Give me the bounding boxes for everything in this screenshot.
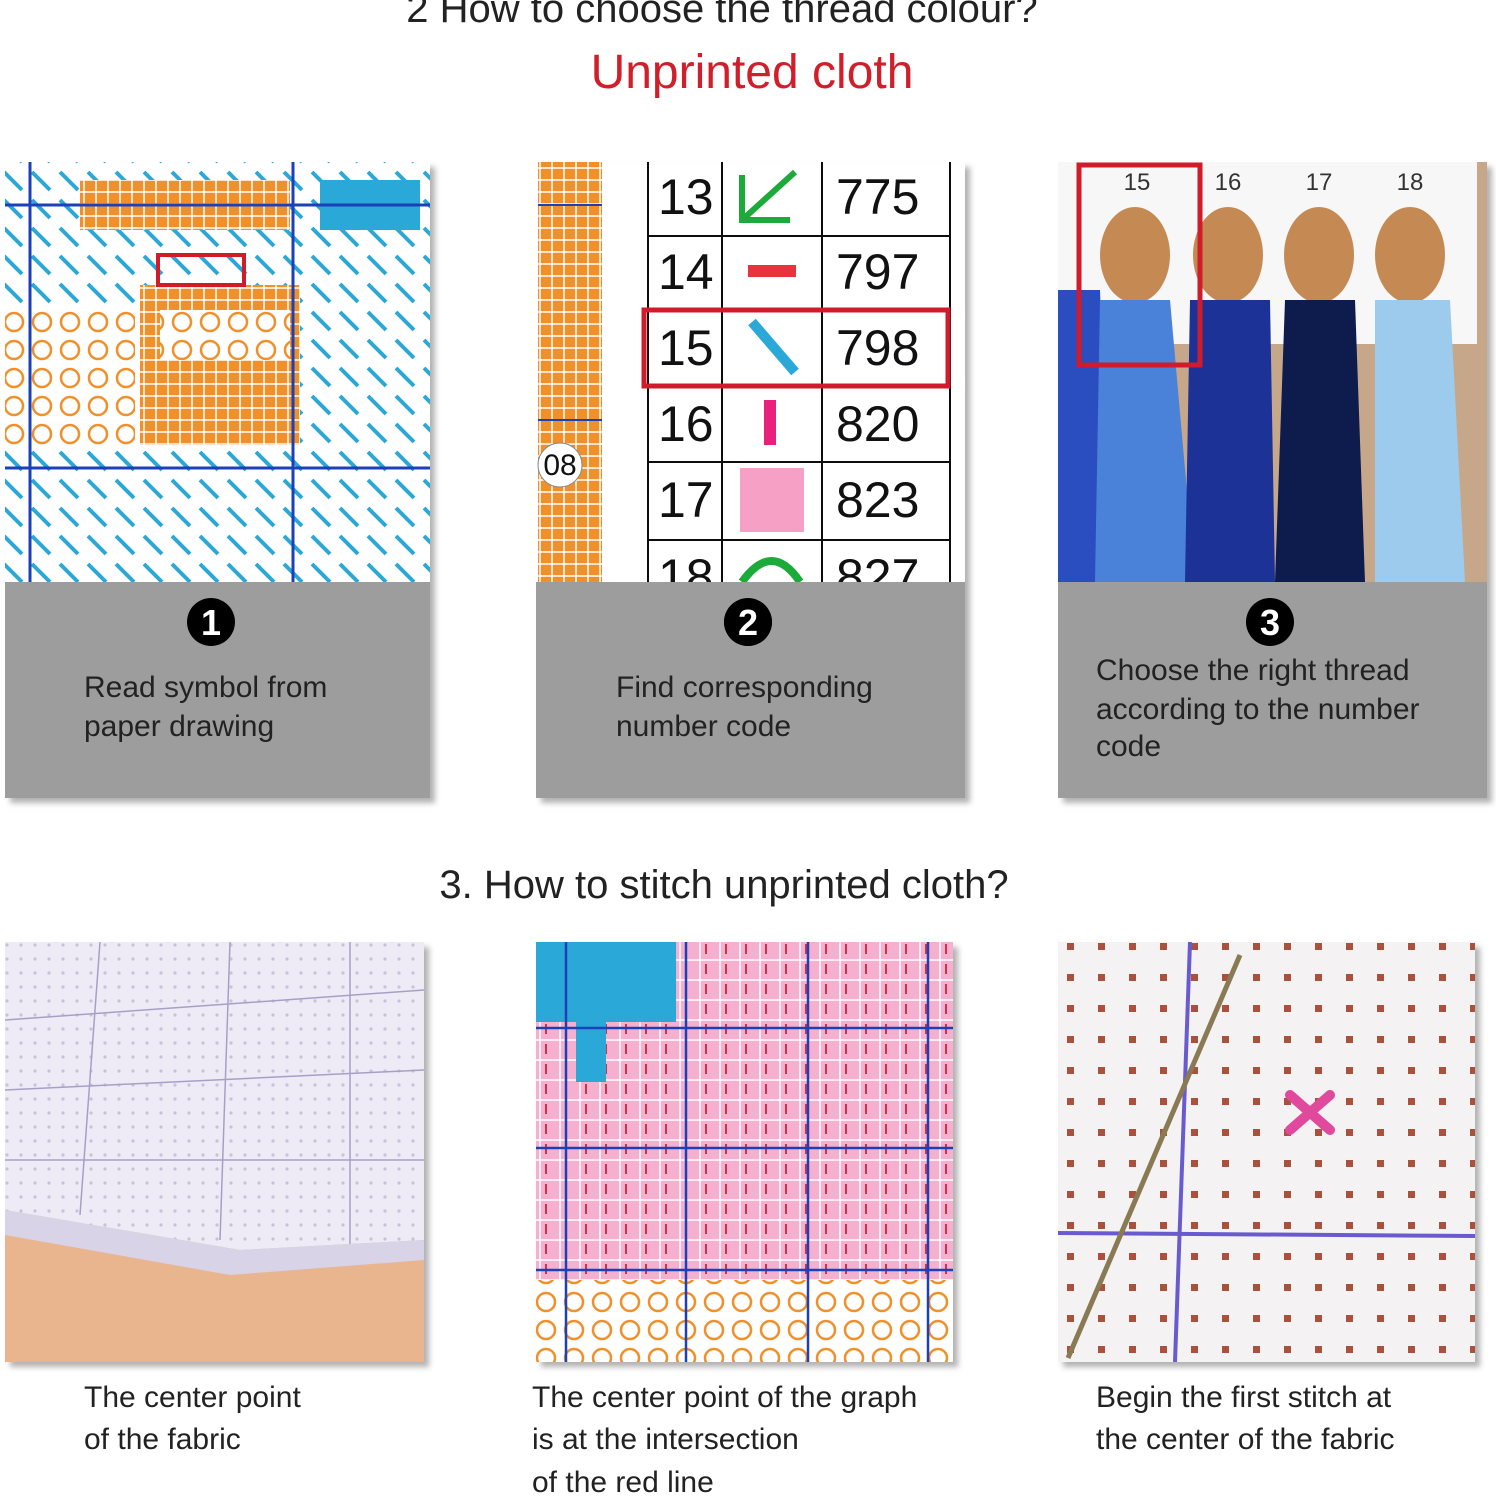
step-caption: Find corresponding xyxy=(616,671,873,704)
section-title: 2 How to choose the thread colour? xyxy=(406,0,1038,31)
table-code: 775 xyxy=(836,169,919,225)
fabric-photo xyxy=(4,941,425,1362)
thread-label: 17 xyxy=(1306,169,1333,196)
caption: is at the intersection xyxy=(532,1423,799,1456)
table-number: 16 xyxy=(658,396,714,452)
step-number: 2 xyxy=(738,602,758,643)
pattern-graph xyxy=(536,942,953,1362)
step-caption: paper drawing xyxy=(84,710,274,743)
step-card xyxy=(536,162,965,798)
table-number: 15 xyxy=(658,320,714,376)
stitch-photo xyxy=(1057,941,1476,1363)
caption: The center point of the graph xyxy=(532,1381,917,1414)
step-number: 3 xyxy=(1260,602,1280,643)
chart-marker: 08 xyxy=(543,449,576,482)
section-title: 3. How to stitch unprinted cloth? xyxy=(439,863,1008,907)
table-code: 820 xyxy=(836,396,919,452)
step-caption: according to the number xyxy=(1096,693,1420,726)
step-caption: number code xyxy=(616,710,791,743)
caption: The center point xyxy=(84,1381,301,1414)
step-badge xyxy=(724,598,772,646)
caption: the center of the fabric xyxy=(1096,1423,1395,1456)
table-code: 798 xyxy=(836,320,919,376)
section-subtitle: Unprinted cloth xyxy=(591,46,914,99)
caption: Begin the first stitch at xyxy=(1096,1381,1392,1414)
step-caption: Choose the right thread xyxy=(1096,654,1410,687)
table-number: 13 xyxy=(658,169,714,225)
step-card xyxy=(1058,162,1487,798)
caption: of the fabric xyxy=(84,1423,241,1456)
step-caption: Read symbol from xyxy=(84,671,327,704)
table-code: 797 xyxy=(836,244,919,300)
table-number: 17 xyxy=(658,472,714,528)
table-number: 14 xyxy=(658,244,714,300)
table-code: 823 xyxy=(836,472,919,528)
step-card xyxy=(5,162,430,798)
thread-label: 18 xyxy=(1397,169,1424,196)
thread-label: 16 xyxy=(1215,169,1242,196)
step-number: 1 xyxy=(201,602,221,643)
step-caption: code xyxy=(1096,730,1161,763)
caption: of the red line xyxy=(532,1466,714,1499)
thread-label: 15 xyxy=(1124,169,1151,196)
